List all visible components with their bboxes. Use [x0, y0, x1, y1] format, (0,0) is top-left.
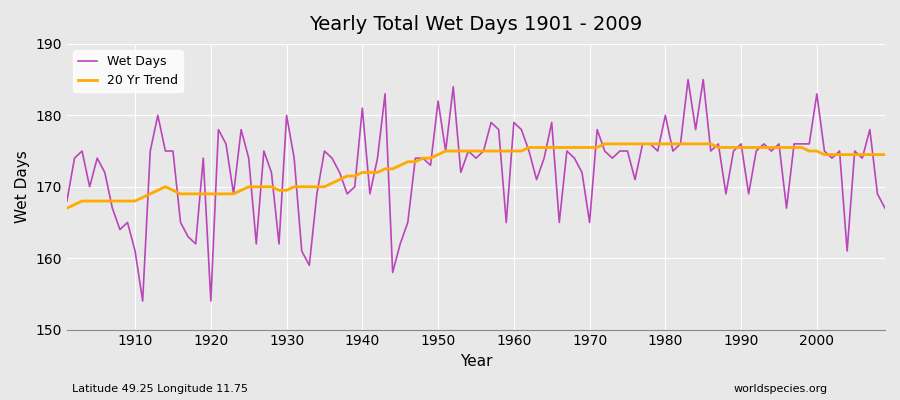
20 Yr Trend: [879, 152, 890, 157]
Title: Yearly Total Wet Days 1901 - 2009: Yearly Total Wet Days 1901 - 2009: [310, 15, 643, 34]
20 Yr Trend: [334, 177, 345, 182]
X-axis label: Year: Year: [460, 354, 492, 369]
Line: Wet Days: Wet Days: [67, 80, 885, 301]
Wet Days: [683, 77, 694, 82]
Wet Days: [516, 127, 526, 132]
Wet Days: [296, 249, 307, 254]
Text: Latitude 49.25 Longitude 11.75: Latitude 49.25 Longitude 11.75: [72, 384, 248, 394]
Text: worldspecies.org: worldspecies.org: [734, 384, 828, 394]
Wet Days: [122, 220, 133, 225]
Line: 20 Yr Trend: 20 Yr Trend: [67, 144, 885, 208]
Y-axis label: Wet Days: Wet Days: [15, 150, 30, 223]
Wet Days: [508, 120, 519, 125]
Wet Days: [607, 156, 617, 160]
20 Yr Trend: [501, 149, 512, 154]
20 Yr Trend: [61, 206, 72, 210]
20 Yr Trend: [599, 142, 610, 146]
Wet Days: [879, 206, 890, 210]
20 Yr Trend: [122, 199, 133, 204]
Wet Days: [342, 192, 353, 196]
20 Yr Trend: [289, 184, 300, 189]
Wet Days: [138, 299, 148, 304]
Wet Days: [61, 199, 72, 204]
20 Yr Trend: [607, 142, 617, 146]
20 Yr Trend: [508, 149, 519, 154]
Legend: Wet Days, 20 Yr Trend: Wet Days, 20 Yr Trend: [73, 50, 183, 92]
